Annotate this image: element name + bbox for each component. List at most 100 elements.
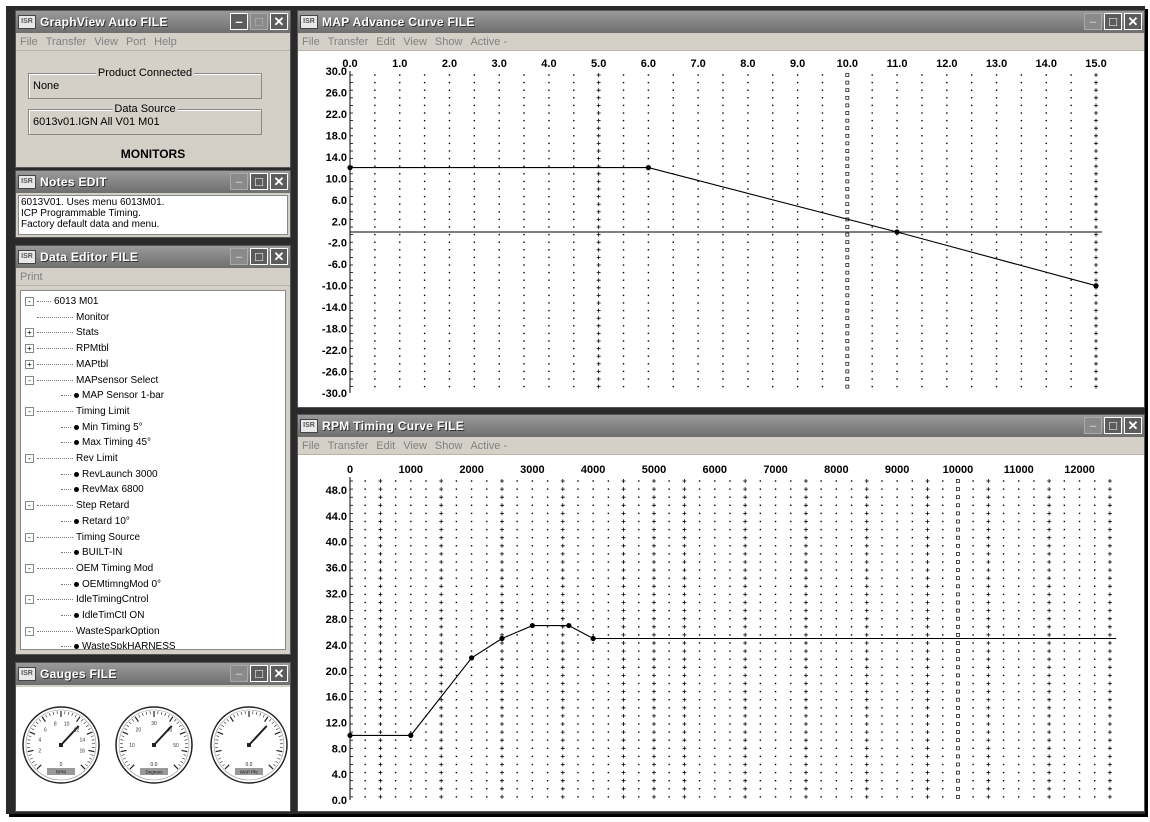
maximize-button[interactable]: □: [250, 13, 268, 30]
graphview-titlebar[interactable]: ISR GraphView Auto FILE – □ ✕: [16, 11, 290, 33]
notes-text-area[interactable]: 6013V01. Uses menu 6013M01. ICP Programm…: [18, 195, 288, 235]
minimize-button[interactable]: –: [1084, 417, 1102, 434]
tree-item[interactable]: - IdleTimingCntrol: [25, 593, 148, 606]
collapse-icon[interactable]: -: [25, 626, 34, 636]
close-button[interactable]: ✕: [1124, 417, 1142, 434]
tree-item[interactable]: Max Timing 45°: [61, 436, 151, 449]
tree-item[interactable]: RevLaunch 3000: [61, 468, 158, 481]
minimize-button[interactable]: –: [230, 13, 248, 30]
tree-item[interactable]: Retard 10°: [61, 515, 130, 528]
menu-file[interactable]: File: [302, 35, 320, 48]
tree-item[interactable]: WasteSpkHARNESS: [61, 640, 176, 649]
grid-dot: [1094, 699, 1096, 701]
collapse-icon[interactable]: -: [25, 595, 34, 605]
tree-item[interactable]: - OEM Timing Mod: [25, 562, 153, 575]
map-curve-chart[interactable]: 0.0 1.0 2.0 3.0 4.0 5.0 6.0 7.0 8.0 9.0 10.0 11.0 12…: [298, 51, 1144, 407]
close-button[interactable]: ✕: [270, 13, 288, 30]
data-point[interactable]: [894, 229, 900, 235]
menu-transfer[interactable]: Transfer: [327, 439, 369, 452]
rpm-curve-titlebar[interactable]: ISR RPM Timing Curve FILE – □ ✕: [298, 415, 1144, 437]
menu-file[interactable]: File: [20, 35, 38, 48]
rpm-curve-plot-area[interactable]: 0 1000 2000 3000 4000 5000 6000 7000 8000 9000 100…: [298, 455, 1144, 811]
close-button[interactable]: ✕: [1124, 13, 1142, 30]
menu-help[interactable]: Help: [154, 35, 177, 48]
tree-item[interactable]: - MAPsensor Select: [25, 374, 158, 387]
collapse-icon[interactable]: -: [25, 375, 34, 385]
map-curve-titlebar[interactable]: ISR MAP Advance Curve FILE – □ ✕: [298, 11, 1144, 33]
menu-port[interactable]: Port: [125, 35, 147, 48]
collapse-icon[interactable]: -: [25, 563, 34, 573]
tree-item[interactable]: -6013 M01: [25, 295, 98, 308]
minimize-button[interactable]: –: [230, 665, 248, 682]
tree-item[interactable]: - Step Retard: [25, 499, 129, 512]
collapse-icon[interactable]: -: [25, 501, 34, 511]
tree-item[interactable]: BUILT-IN: [61, 546, 122, 559]
tree-item[interactable]: Monitor: [25, 311, 109, 324]
menu-view[interactable]: View: [403, 439, 427, 452]
data-point[interactable]: [566, 622, 572, 629]
maximize-button[interactable]: □: [250, 248, 268, 265]
notes-titlebar[interactable]: ISR Notes EDIT – □ ✕: [16, 171, 290, 193]
gauge-tick: [216, 735, 220, 737]
grid-dot: [498, 119, 500, 122]
menu-view[interactable]: View: [403, 35, 427, 48]
data-point[interactable]: [645, 165, 651, 171]
tree-item[interactable]: + RPMtbl: [25, 342, 109, 355]
menu-edit[interactable]: Edit: [376, 439, 396, 452]
menu-show[interactable]: Show: [434, 439, 463, 452]
data-point[interactable]: [499, 635, 505, 642]
close-button[interactable]: ✕: [270, 173, 288, 190]
tree-item[interactable]: - WasteSparkOption: [25, 625, 160, 638]
data-editor-titlebar[interactable]: ISR Data Editor FILE – □ ✕: [16, 246, 290, 268]
data-point[interactable]: [408, 732, 414, 738]
close-button[interactable]: ✕: [270, 248, 288, 265]
menu-active[interactable]: Active -: [470, 439, 508, 452]
maximize-button[interactable]: □: [1104, 13, 1122, 30]
tree-item[interactable]: OEMtimngMod 0°: [61, 578, 161, 591]
gauges-titlebar[interactable]: ISR Gauges FILE – □ ✕: [16, 663, 290, 685]
tree-item[interactable]: - Rev Limit: [25, 452, 118, 465]
menu-transfer[interactable]: Transfer: [45, 35, 87, 48]
maximize-button[interactable]: □: [250, 665, 268, 682]
close-button[interactable]: ✕: [270, 665, 288, 682]
expand-icon[interactable]: +: [25, 359, 34, 369]
tree-item[interactable]: - Timing Source: [25, 531, 140, 544]
collapse-icon[interactable]: -: [25, 454, 34, 463]
data-point[interactable]: [347, 732, 353, 738]
map-curve-plot-area[interactable]: 0.0 1.0 2.0 3.0 4.0 5.0 6.0 7.0 8.0 9.0 10.0 11.0 12…: [298, 51, 1144, 407]
maximize-button[interactable]: □: [250, 173, 268, 190]
data-point[interactable]: [590, 635, 596, 642]
menu-show[interactable]: Show: [434, 35, 463, 48]
expand-icon[interactable]: +: [25, 328, 34, 338]
menu-transfer[interactable]: Transfer: [327, 35, 369, 48]
menu-file[interactable]: File: [302, 439, 320, 452]
rpm-curve-chart[interactable]: 0 1000 2000 3000 4000 5000 6000 7000 8000 9000 100…: [298, 455, 1144, 811]
minimize-button[interactable]: –: [230, 248, 248, 265]
menu-view[interactable]: View: [94, 35, 118, 48]
grid-dot: [747, 203, 749, 205]
data-point[interactable]: [1093, 283, 1099, 289]
expand-icon[interactable]: +: [25, 344, 34, 354]
tree-item[interactable]: - Timing Limit: [25, 405, 130, 418]
menu-edit[interactable]: Edit: [376, 35, 396, 48]
minimize-button[interactable]: –: [1084, 13, 1102, 30]
tree-item[interactable]: IdleTimCtl ON: [61, 609, 144, 622]
menu-print[interactable]: Print: [20, 270, 43, 283]
tree-item[interactable]: + MAPtbl: [25, 358, 108, 371]
tree-item[interactable]: + Stats: [25, 326, 99, 339]
data-point[interactable]: [468, 655, 475, 661]
data-point[interactable]: [529, 622, 535, 629]
grid-dot: [607, 650, 610, 652]
collapse-icon[interactable]: -: [25, 297, 34, 306]
collapse-icon[interactable]: -: [25, 532, 34, 542]
tree-item[interactable]: Min Timing 5°: [61, 421, 143, 434]
data-point[interactable]: [347, 165, 353, 171]
grid-dot: [622, 332, 625, 335]
maximize-button[interactable]: □: [1104, 417, 1122, 434]
data-tree[interactable]: -6013 M01 Monitor + Stats + RPMtbl + MAPtbl - MAP…: [20, 290, 286, 650]
tree-item[interactable]: RevMax 6800: [61, 483, 144, 496]
menu-active[interactable]: Active -: [470, 35, 508, 48]
collapse-icon[interactable]: -: [25, 406, 34, 416]
tree-item[interactable]: MAP Sensor 1-bar: [61, 389, 164, 402]
minimize-button[interactable]: –: [230, 173, 248, 190]
